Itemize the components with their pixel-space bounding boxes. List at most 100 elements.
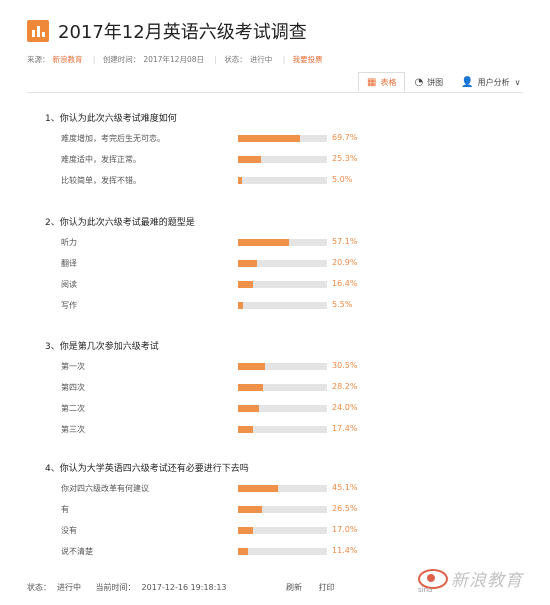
result-percentage: 11.4%	[332, 546, 358, 555]
result-percentage: 24.0%	[332, 403, 358, 412]
result-bar-track	[238, 384, 327, 391]
user-icon: 👤	[461, 76, 474, 88]
result-percentage: 5.0%	[332, 175, 353, 184]
header: 2017年12月英语六级考试调查	[27, 18, 307, 44]
question-block: 1、你认为此次六级考试难度如何 难度增加，考完后生无可恋。 69.7% 难度适中，发挥…	[45, 111, 525, 194]
option-label: 没有	[61, 526, 77, 535]
option-row: 翻译 20.9%	[45, 256, 525, 277]
status-label: 状态：	[224, 55, 247, 64]
pie-chart-icon: ◔	[414, 76, 424, 88]
result-percentage: 26.5%	[332, 504, 358, 513]
option-label: 第二次	[61, 404, 85, 413]
result-percentage: 28.2%	[332, 382, 358, 391]
result-bar-fill	[238, 177, 243, 184]
result-percentage: 17.4%	[332, 424, 358, 433]
option-label: 第一次	[61, 362, 85, 371]
result-percentage: 16.4%	[332, 279, 358, 288]
result-percentage: 30.5%	[332, 361, 358, 370]
result-bar-track	[238, 135, 327, 142]
view-toolbar: ▦ 表格 ◔ 饼图 👤 用户分析 ∨	[358, 72, 530, 92]
grid-icon: ▦	[367, 76, 377, 88]
footer-status-value: 进行中	[57, 583, 81, 592]
result-bar-fill	[238, 302, 243, 309]
result-bar-track	[238, 239, 327, 246]
source-link[interactable]: 新浪教育	[52, 55, 83, 64]
result-bar-fill	[238, 485, 279, 492]
tab-table[interactable]: ▦ 表格	[358, 72, 406, 92]
option-row: 比较简单，发挥不错。 5.0%	[45, 173, 525, 194]
result-bar-track	[238, 302, 327, 309]
result-percentage: 57.1%	[332, 237, 358, 246]
question-title: 4、你认为大学英语四六级考试还有必要进行下去吗	[45, 464, 249, 474]
question-block: 4、你认为大学英语四六级考试还有必要进行下去吗你对四六级改革有何建议 45.1% 有…	[45, 461, 525, 565]
result-bar-track	[238, 281, 327, 288]
result-bar-track	[238, 485, 327, 492]
option-label: 难度适中，发挥正常。	[61, 155, 141, 164]
print-button[interactable]: 打印	[318, 583, 335, 592]
result-bar-track	[238, 177, 327, 184]
result-bar-track	[238, 506, 327, 513]
result-bar-fill	[238, 405, 260, 412]
option-label: 比较简单，发挥不错。	[61, 176, 141, 185]
result-bar-track	[238, 156, 327, 163]
tab-pie-label: 饼图	[427, 77, 444, 87]
refresh-button[interactable]: 刷新	[286, 583, 302, 592]
page-title: 2017年12月英语六级考试调查	[58, 22, 307, 43]
meta-divider: |	[282, 55, 286, 64]
meta-info: 来源： 新浪教育 | 创建时间： 2017年12月08日 | 状态： 进行中 | 我要…	[27, 54, 326, 65]
sina-watermark: 新浪教育	[418, 566, 523, 591]
result-percentage: 17.0%	[332, 525, 358, 534]
question-block: 3、你是第几次参加六级考试 第一次 30.5% 第四次 28.2% 第二次 24.0% 第三次…	[45, 339, 525, 443]
footer-status-label: 状态：	[27, 583, 51, 592]
option-label: 你对四六级改革有何建议	[61, 484, 149, 493]
result-percentage: 25.3%	[332, 154, 358, 163]
footer-time-label: 当前时间：	[95, 583, 136, 592]
question-block: 2、你认为此次六级考试最难的题型是 听力 57.1% 翻译 20.9% 阅读 16.4% 写作…	[45, 215, 525, 319]
status-value: 进行中	[249, 55, 273, 64]
question-title: 2、你认为此次六级考试最难的题型是	[45, 218, 195, 228]
result-bar-fill	[238, 135, 301, 142]
result-percentage: 69.7%	[332, 133, 358, 142]
option-row: 难度适中，发挥正常。 25.3%	[45, 152, 525, 173]
result-bar-fill	[238, 426, 254, 433]
result-bar-track	[238, 260, 327, 267]
result-bar-fill	[238, 527, 254, 534]
vote-link[interactable]: 我要投票	[292, 55, 323, 64]
footer-time-value: 2017-12-16 19:18:13	[141, 583, 227, 592]
user-analysis-dropdown[interactable]: 👤 用户分析 ∨	[452, 72, 529, 92]
option-row: 有 26.5%	[45, 502, 525, 523]
result-bar-track	[238, 527, 327, 534]
bar-chart-icon	[27, 20, 49, 42]
option-label: 难度增加，考完后生无可恋。	[61, 134, 165, 143]
meta-divider: |	[214, 55, 217, 64]
tab-table-label: 表格	[380, 77, 397, 87]
meta-divider: |	[92, 55, 96, 64]
option-label: 有	[61, 505, 69, 514]
option-row: 第三次 17.4%	[45, 422, 525, 443]
option-label: 说不清楚	[61, 547, 93, 556]
result-percentage: 20.9%	[332, 258, 358, 267]
option-label: 第四次	[61, 383, 85, 392]
result-bar-track	[238, 363, 327, 370]
result-percentage: 45.1%	[332, 483, 358, 492]
footer-status: 状态： 进行中 当前时间： 2017-12-16 19:18:13	[27, 582, 239, 593]
user-analysis-label: 用户分析	[477, 77, 510, 87]
option-row: 没有 17.0%	[45, 523, 525, 544]
result-bar-fill	[238, 506, 262, 513]
watermark-text: 新浪教育	[451, 571, 523, 591]
chevron-down-icon: ∨	[514, 77, 521, 87]
result-bar-fill	[238, 239, 289, 246]
tab-pie[interactable]: ◔ 饼图	[405, 72, 452, 92]
result-bar-fill	[238, 156, 261, 163]
option-row: 第四次 28.2%	[45, 380, 525, 401]
option-row: 听力 57.1%	[45, 235, 525, 256]
footer-actions: 刷新 打印	[286, 582, 349, 593]
created-value: 2017年12月08日	[143, 55, 204, 64]
option-row: 你对四六级改革有何建议 45.1%	[45, 481, 525, 502]
result-bar-track	[238, 548, 327, 555]
result-bar-fill	[238, 260, 257, 267]
option-row: 说不清楚 11.4%	[45, 544, 525, 565]
toolbar-divider	[27, 92, 523, 93]
result-bar-fill	[238, 281, 253, 288]
result-bar-fill	[238, 363, 266, 370]
